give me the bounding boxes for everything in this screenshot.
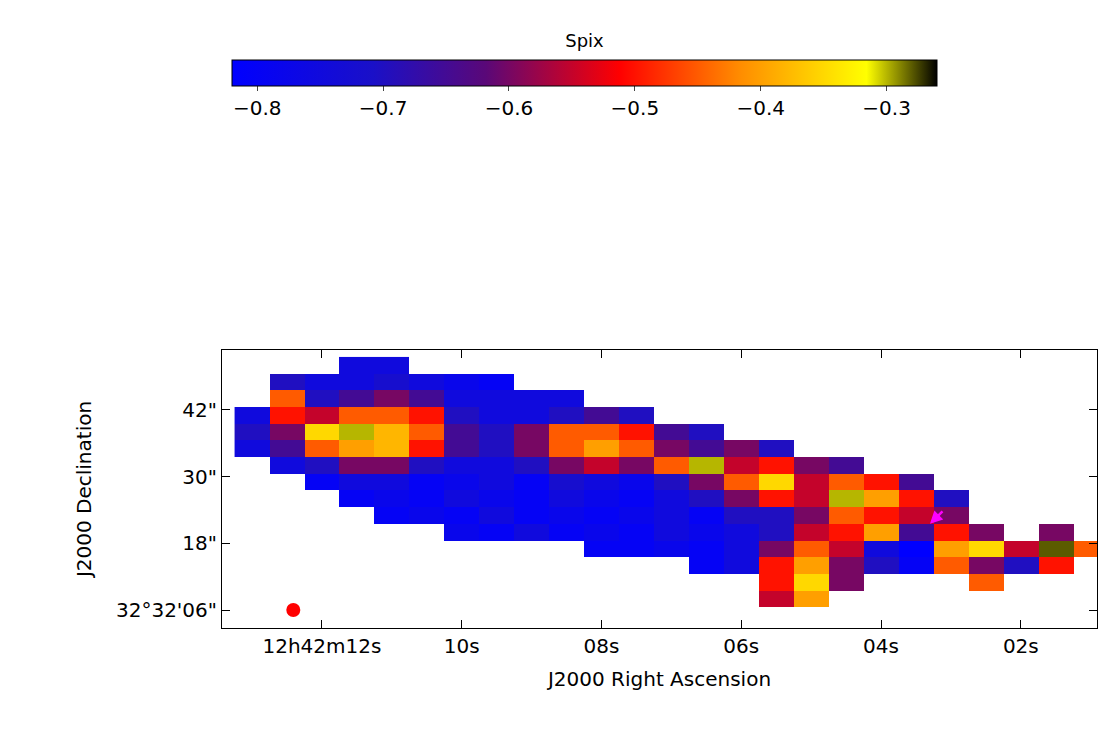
svg-text:10s: 10s bbox=[444, 634, 480, 658]
svg-text:−0.5: −0.5 bbox=[611, 96, 660, 120]
svg-text:Spix: Spix bbox=[565, 30, 604, 51]
svg-text:−0.8: −0.8 bbox=[233, 96, 282, 120]
svg-text:J2000 Right Ascension: J2000 Right Ascension bbox=[546, 667, 771, 691]
svg-text:−0.4: −0.4 bbox=[736, 96, 785, 120]
svg-text:42": 42" bbox=[182, 398, 217, 422]
svg-text:−0.3: −0.3 bbox=[862, 96, 911, 120]
svg-text:02s: 02s bbox=[1003, 634, 1039, 658]
svg-text:−0.6: −0.6 bbox=[485, 96, 534, 120]
svg-text:J2000 Declination: J2000 Declination bbox=[72, 401, 96, 579]
svg-text:08s: 08s bbox=[584, 634, 620, 658]
svg-text:12h42m12s: 12h42m12s bbox=[262, 634, 381, 658]
svg-text:06s: 06s bbox=[723, 634, 759, 658]
svg-text:32°32'06": 32°32'06" bbox=[116, 598, 217, 622]
svg-text:30": 30" bbox=[182, 465, 217, 489]
svg-text:−0.7: −0.7 bbox=[359, 96, 408, 120]
svg-text:18": 18" bbox=[182, 531, 217, 555]
svg-text:04s: 04s bbox=[863, 634, 899, 658]
